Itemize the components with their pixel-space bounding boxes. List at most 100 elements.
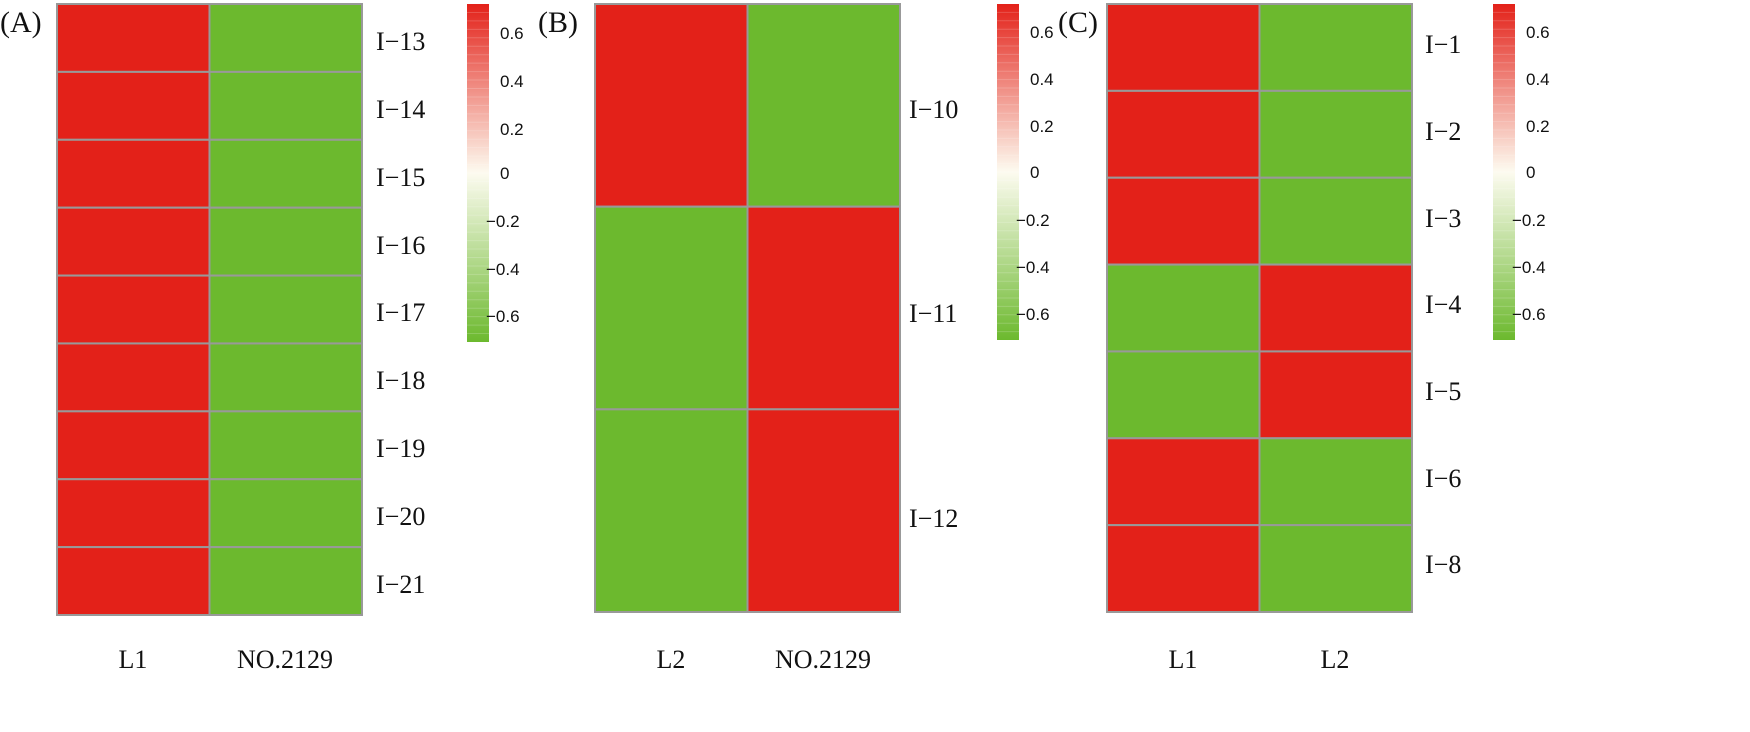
heatmap-cell: [208, 3, 363, 73]
heatmap-cells: [1106, 3, 1413, 614]
column-label: L2: [1321, 645, 1350, 674]
heatmap-cell: [1258, 437, 1413, 527]
heatmap-cell: [56, 410, 211, 481]
heatmap-cell: [1106, 176, 1261, 266]
colorbar-tick-label: 0.4: [1030, 70, 1054, 89]
panel-c: (C) I−1 I−2 I−3 I−4 I−5 I−6 I−8 L1 L2 0.…: [1058, 3, 1550, 674]
row-label: I−11: [909, 299, 957, 328]
colorbar: 0.6 0.4 0.2 0 −0.2 −0.4 −0.6: [1493, 4, 1550, 340]
panel-b: (B) I−10 I−11 I−12 L2 NO.2129 0.6 0.4 0.…: [538, 3, 1054, 674]
colorbar-ticks: [997, 11, 1019, 333]
heatmap-cell: [56, 70, 211, 141]
colorbar: 0.6 0.4 0.2 0 −0.2 −0.4 −0.6: [467, 4, 524, 342]
heatmap-cell: [1258, 176, 1413, 266]
row-label: I−16: [376, 231, 425, 260]
column-label: L1: [1169, 645, 1198, 674]
colorbar-tick-label: 0.2: [500, 120, 524, 139]
colorbar-tick-label: 0.6: [1526, 23, 1550, 42]
colorbar-tick-label: −0.4: [486, 260, 520, 279]
colorbar-gradient: [467, 4, 489, 342]
heatmap-cell: [208, 342, 363, 413]
heatmap-cell: [1258, 89, 1413, 179]
colorbar-tick-label: −0.6: [1016, 305, 1050, 324]
row-label: I−2: [1425, 117, 1461, 146]
heatmap-cell: [56, 478, 211, 549]
panel-label: (B): [538, 6, 578, 39]
row-label: I−6: [1425, 464, 1461, 493]
heatmap-cell: [208, 546, 363, 616]
heatmap-cell: [1258, 524, 1413, 614]
panel-label: (C): [1058, 6, 1098, 39]
column-label: NO.2129: [237, 645, 333, 674]
row-label: I−17: [376, 298, 425, 327]
colorbar: 0.6 0.4 0.2 0 −0.2 −0.4 −0.6: [997, 4, 1054, 340]
heatmap-cells: [594, 3, 901, 614]
colorbar-tick-label: 0.2: [1030, 117, 1054, 136]
colorbar-tick-label: −0.4: [1016, 258, 1050, 277]
heatmap-cell: [746, 205, 901, 411]
column-labels: L2 NO.2129: [657, 645, 871, 674]
colorbar-gradient: [1493, 4, 1515, 340]
heatmap-cell: [1258, 350, 1413, 440]
colorbar-tick-label: −0.6: [486, 307, 520, 326]
heatmap-cell: [56, 342, 211, 413]
column-label: L2: [657, 645, 686, 674]
row-label: I−18: [376, 366, 425, 395]
heatmap-cell: [56, 138, 211, 209]
colorbar-tick-label: 0: [500, 164, 509, 183]
row-label: I−8: [1425, 550, 1461, 579]
colorbar-tick-label: 0.6: [500, 24, 524, 43]
row-label: I−13: [376, 27, 425, 56]
row-label: I−5: [1425, 377, 1461, 406]
heatmap-cell: [1106, 350, 1261, 440]
row-labels: I−10 I−11 I−12: [909, 95, 958, 533]
heatmap-cell: [746, 408, 901, 614]
row-label: I−21: [376, 570, 425, 599]
row-label: I−4: [1425, 290, 1461, 319]
heatmap-cell: [208, 410, 363, 481]
heatmap-cell: [56, 546, 211, 616]
row-label: I−20: [376, 502, 425, 531]
heatmap-cell: [208, 138, 363, 209]
colorbar-gradient: [997, 4, 1019, 340]
heatmap-cell: [1258, 3, 1413, 92]
colorbar-tick-label: −0.4: [1512, 258, 1546, 277]
heatmap-cell: [56, 3, 211, 73]
colorbar-tick-label: −0.2: [1016, 211, 1050, 230]
row-label: I−12: [909, 504, 958, 533]
column-label: L1: [119, 645, 148, 674]
heatmap-cell: [1106, 263, 1261, 353]
heatmap-cell: [208, 478, 363, 549]
heatmap-cell: [1106, 3, 1261, 92]
heatmap-cell: [1106, 437, 1261, 527]
colorbar-ticks: [1493, 11, 1515, 333]
colorbar-tick-label: 0: [1526, 163, 1535, 182]
colorbar-tick-label: 0.4: [1526, 70, 1550, 89]
heatmap-cell: [594, 3, 749, 208]
row-label: I−15: [376, 163, 425, 192]
heatmap-cell: [208, 70, 363, 141]
heatmap-cell: [208, 274, 363, 345]
heatmap-cell: [594, 205, 749, 411]
heatmap-cell: [1106, 89, 1261, 179]
row-label: I−1: [1425, 30, 1461, 59]
heatmap-cell: [56, 206, 211, 277]
heatmap-cells: [56, 3, 363, 616]
colorbar-tick-label: −0.2: [486, 212, 520, 231]
column-label: NO.2129: [775, 645, 871, 674]
row-label: I−3: [1425, 204, 1461, 233]
colorbar-tick-label: 0: [1030, 163, 1039, 182]
row-labels: I−13 I−14 I−15 I−16 I−17 I−18 I−19 I−20 …: [376, 27, 425, 599]
row-label: I−10: [909, 95, 958, 124]
heatmap-cell: [208, 206, 363, 277]
colorbar-tick-label: −0.6: [1512, 305, 1546, 324]
colorbar-ticks: [467, 11, 489, 335]
row-labels: I−1 I−2 I−3 I−4 I−5 I−6 I−8: [1425, 30, 1461, 579]
row-label: I−14: [376, 95, 425, 124]
heatmap-cell: [56, 274, 211, 345]
panel-label: (A): [0, 6, 42, 39]
heatmap-cell: [1258, 263, 1413, 353]
heatmap-cell: [594, 408, 749, 614]
column-labels: L1 NO.2129: [119, 645, 333, 674]
